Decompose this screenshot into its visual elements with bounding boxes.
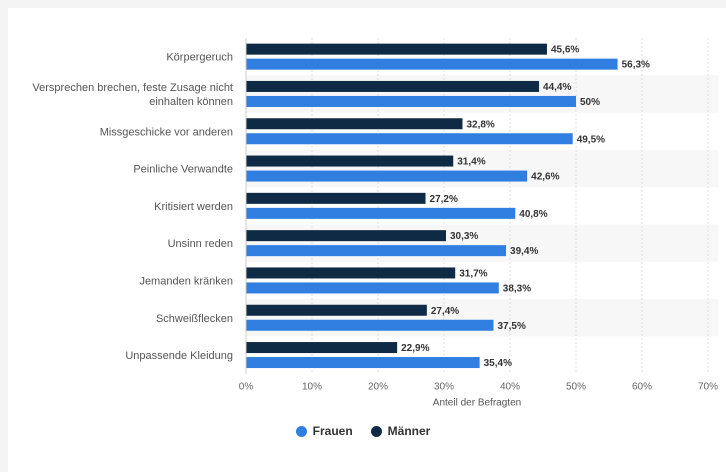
legend-label-maenner: Männer (387, 424, 431, 438)
category-label: Schweißflecken (156, 313, 233, 325)
x-tick-label: 20% (368, 382, 388, 393)
data-label: 39,4% (510, 246, 538, 257)
data-label: 22,9% (401, 343, 429, 354)
x-tick-label: 10% (302, 382, 322, 393)
x-tick-label: 40% (500, 382, 520, 393)
bar-maenner (246, 43, 547, 55)
data-label: 56,3% (622, 60, 650, 71)
data-label: 37,5% (498, 321, 526, 332)
data-label: 31,4% (457, 157, 485, 168)
legend-item-maenner[interactable]: Männer (370, 424, 431, 438)
data-label: 49,5% (577, 134, 605, 145)
row-band (246, 149, 718, 188)
bar-frauen (246, 207, 516, 219)
legend-label-frauen: Frauen (312, 424, 353, 438)
x-axis-title: Anteil der Befragten (433, 398, 521, 409)
bar-maenner (246, 155, 454, 167)
category-label: Körpergeruch (166, 52, 233, 64)
bar-maenner (246, 80, 540, 92)
category-label: Missgeschicke vor anderen (100, 126, 233, 138)
data-label: 40,8% (519, 209, 547, 220)
category-label: Unsinn reden (168, 238, 233, 250)
x-tick-label: 70% (698, 382, 718, 393)
data-label: 27,4% (431, 306, 459, 317)
bar-maenner (246, 192, 426, 204)
data-label: 42,6% (531, 172, 559, 183)
category-label: Jemanden kränken (139, 275, 233, 287)
row-band (246, 75, 718, 113)
bar-frauen (246, 357, 480, 369)
bar-maenner (246, 267, 456, 279)
bar-frauen (246, 245, 507, 257)
data-label: 45,6% (551, 45, 579, 56)
data-label: 30,3% (450, 231, 478, 242)
legend-item-frauen[interactable]: Frauen (295, 424, 353, 438)
row-band (246, 224, 718, 262)
x-tick-label: 30% (434, 382, 454, 393)
legend-marker-frauen (295, 425, 307, 437)
bar-maenner (246, 342, 398, 354)
bar-frauen (246, 319, 494, 331)
category-label: Peinliche Verwandte (133, 164, 233, 176)
data-label: 38,3% (503, 283, 531, 294)
data-label: 32,8% (466, 119, 494, 130)
bar-frauen (246, 58, 618, 70)
legend: Frauen Männer (0, 424, 726, 438)
bar-frauen (246, 133, 573, 145)
category-label: Kritisiert werden (154, 201, 233, 213)
bar-maenner (246, 118, 463, 130)
x-tick-label: 0% (239, 382, 254, 393)
data-label: 50% (580, 97, 600, 108)
data-label: 27,2% (430, 194, 458, 205)
data-label: 31,7% (459, 268, 487, 279)
bar-frauen (246, 95, 576, 107)
bar-chart: 45,6% 56,3% Körpergeruch 44,4% 50% Verspreche… (32, 38, 718, 409)
bar-maenner (246, 230, 446, 242)
bar-maenner (246, 304, 427, 316)
category-label: Unpassende Kleidung (125, 350, 233, 362)
bar-frauen (246, 170, 528, 182)
category-label: Versprechen brechen, feste Zusage nicht e… (32, 82, 233, 108)
x-tick-label: 50% (566, 382, 586, 393)
legend-marker-maenner (370, 425, 382, 437)
data-label: 44,4% (543, 82, 571, 93)
data-label: 35,4% (484, 358, 512, 369)
bar-frauen (246, 282, 499, 294)
x-tick-label: 60% (632, 382, 652, 393)
row-band (246, 299, 718, 337)
